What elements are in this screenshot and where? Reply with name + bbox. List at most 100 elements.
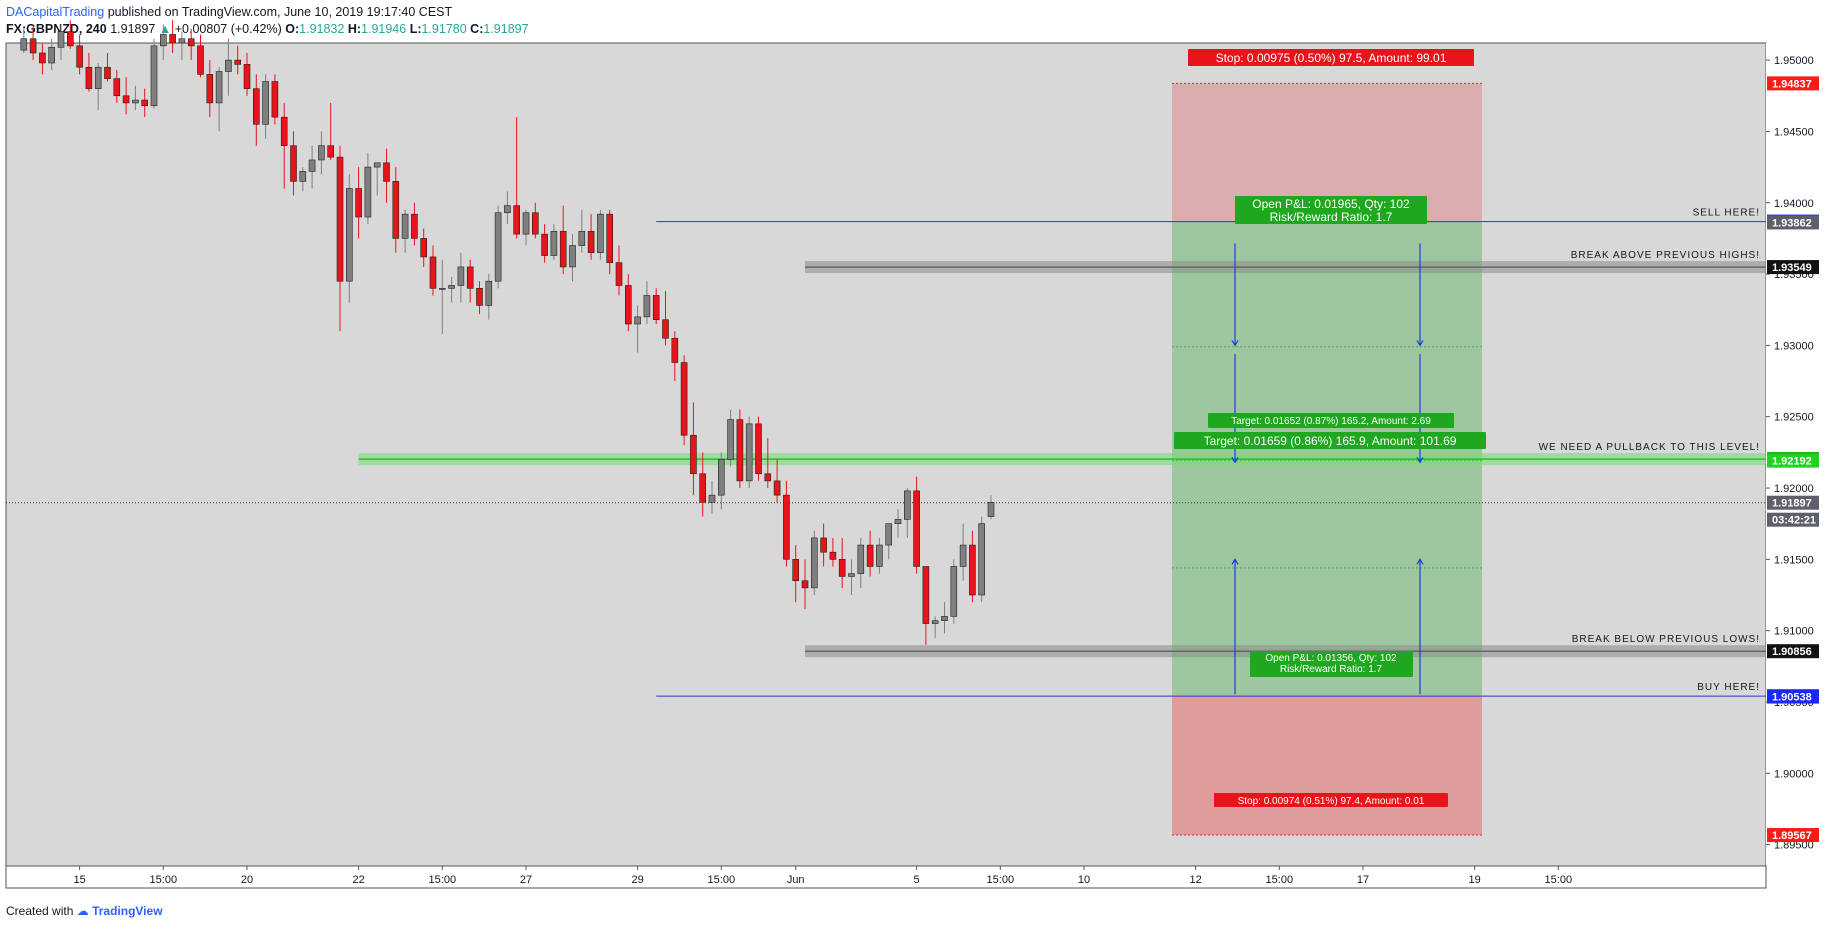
- price-tag: [1767, 453, 1819, 468]
- high-label: H:: [347, 22, 362, 36]
- candle-body: [411, 213, 418, 239]
- long-arrow-1-head: [1416, 558, 1424, 565]
- x-tick-label: 15:00: [1266, 874, 1294, 886]
- candle-body: [569, 245, 576, 268]
- candle-body: [197, 45, 204, 75]
- candle-body: [485, 280, 493, 306]
- candle-body: [848, 573, 855, 577]
- short-arrow-0-head: [1231, 340, 1239, 347]
- candle-body: [392, 181, 400, 239]
- long-arrow-0-head: [1231, 558, 1239, 565]
- long-rr-label: Risk/Reward Ratio: 1.7: [1280, 664, 1383, 675]
- candle-body: [215, 71, 223, 104]
- short-target-box: [1174, 432, 1486, 449]
- price-tag-label: 1.93549: [1772, 262, 1812, 274]
- short-rr-label: Risk/Reward Ratio: 1.7: [1270, 210, 1393, 224]
- short-stop-label: Stop: 0.00975 (0.50%) 97.5, Amount: 99.0…: [1216, 51, 1447, 65]
- x-tick-label: 29: [631, 874, 643, 886]
- candle-body: [550, 230, 558, 256]
- x-tick-label: 10: [1078, 874, 1090, 886]
- candle-body: [318, 145, 325, 161]
- author-link[interactable]: DACapitalTrading: [6, 5, 105, 19]
- candle-body: [643, 295, 651, 318]
- candle-body: [606, 213, 614, 263]
- candle-body: [773, 480, 781, 496]
- candle-body: [76, 45, 83, 68]
- short-arrow-1-head: [1416, 340, 1424, 347]
- long-target-label: Target: 0.01652 (0.87%) 165.2, Amount: 2…: [1231, 416, 1431, 427]
- price-tag: [1767, 495, 1819, 510]
- published-text: published on TradingView.com, June 10, 2…: [107, 5, 453, 19]
- x-tick-label: 5: [914, 874, 920, 886]
- candle-body: [401, 213, 409, 239]
- candle-body: [978, 523, 986, 596]
- created-with-text: Created with: [6, 904, 74, 918]
- candle-body: [429, 256, 437, 289]
- tradingview-brand-link[interactable]: TradingView: [92, 904, 163, 918]
- candle-body: [690, 434, 697, 475]
- x-tick-label: 15: [73, 874, 85, 886]
- candle-body: [513, 205, 521, 235]
- candle-body: [253, 88, 260, 125]
- long-stop-zone: [1172, 696, 1482, 836]
- change-value: +0.00807 (+0.42%): [174, 22, 282, 36]
- candle-body: [969, 544, 976, 596]
- break-below-zone-label: BREAK BELOW PREVIOUS LOWS!: [1572, 634, 1760, 645]
- candle-body: [243, 64, 251, 89]
- long-pnl-label: Open P&L: 0.01356, Qty: 102: [1265, 653, 1397, 664]
- candle-body: [308, 159, 316, 172]
- candle-body: [104, 66, 111, 79]
- candle-body: [438, 288, 446, 290]
- candle-body: [587, 230, 595, 253]
- candle-body: [122, 95, 130, 104]
- candle-body: [727, 419, 734, 460]
- long-stop-label-box: [1214, 793, 1448, 807]
- candle-body: [652, 295, 660, 321]
- price-tag-label: 1.94837: [1772, 78, 1812, 90]
- time-axis[interactable]: [5, 865, 1767, 889]
- candle-body: [206, 74, 214, 104]
- candle-body: [522, 212, 530, 235]
- candle-body: [913, 490, 920, 567]
- candle-body: [141, 99, 148, 107]
- candle-body: [85, 66, 93, 89]
- candle-body: [820, 537, 827, 553]
- symbol-label: FX:GBPNZD, 240: [6, 22, 107, 36]
- candle-body: [736, 419, 744, 482]
- x-tick-label: 12: [1189, 874, 1201, 886]
- x-tick-label: 15:00: [429, 874, 457, 886]
- candle-body: [504, 205, 511, 214]
- pullback-zone-label: WE NEED A PULLBACK TO THIS LEVEL!: [1539, 442, 1760, 453]
- open-label: O:: [285, 22, 300, 36]
- close-label: C:: [470, 22, 484, 36]
- buy-line-label: BUY HERE!: [1697, 682, 1760, 693]
- low-label: L:: [409, 22, 422, 36]
- short-stop-label-box: [1188, 49, 1474, 66]
- candle-body: [829, 551, 837, 560]
- candle-body: [699, 473, 707, 503]
- x-tick-label: 15:00: [987, 874, 1015, 886]
- countdown-tag: [1767, 512, 1819, 527]
- y-tick-label: 1.94500: [1774, 126, 1814, 138]
- y-tick-label: 1.95000: [1774, 55, 1814, 67]
- short-arrow-b-1-head: [1416, 457, 1424, 464]
- x-tick-label: 15:00: [150, 874, 178, 886]
- candle-body: [671, 337, 679, 363]
- price-tag-label: 1.90538: [1772, 692, 1812, 704]
- candle-body: [755, 423, 762, 475]
- x-tick-label: 19: [1468, 874, 1480, 886]
- candle-body: [457, 266, 465, 286]
- tradingview-logo-icon[interactable]: ☁: [76, 904, 89, 918]
- price-tag: [1767, 76, 1819, 91]
- candle-body: [187, 38, 195, 47]
- change-arrow-icon: ▲: [158, 22, 172, 36]
- candle-body: [225, 59, 232, 72]
- candle-body: [903, 490, 911, 520]
- candle-body: [271, 81, 279, 118]
- y-tick-label: 1.91000: [1774, 626, 1814, 638]
- candle-body: [783, 494, 790, 560]
- break-above-zone-label: BREAK ABOVE PREVIOUS HIGHS!: [1571, 250, 1760, 261]
- high-value: 1.91946: [361, 22, 407, 36]
- candle-body: [597, 213, 604, 253]
